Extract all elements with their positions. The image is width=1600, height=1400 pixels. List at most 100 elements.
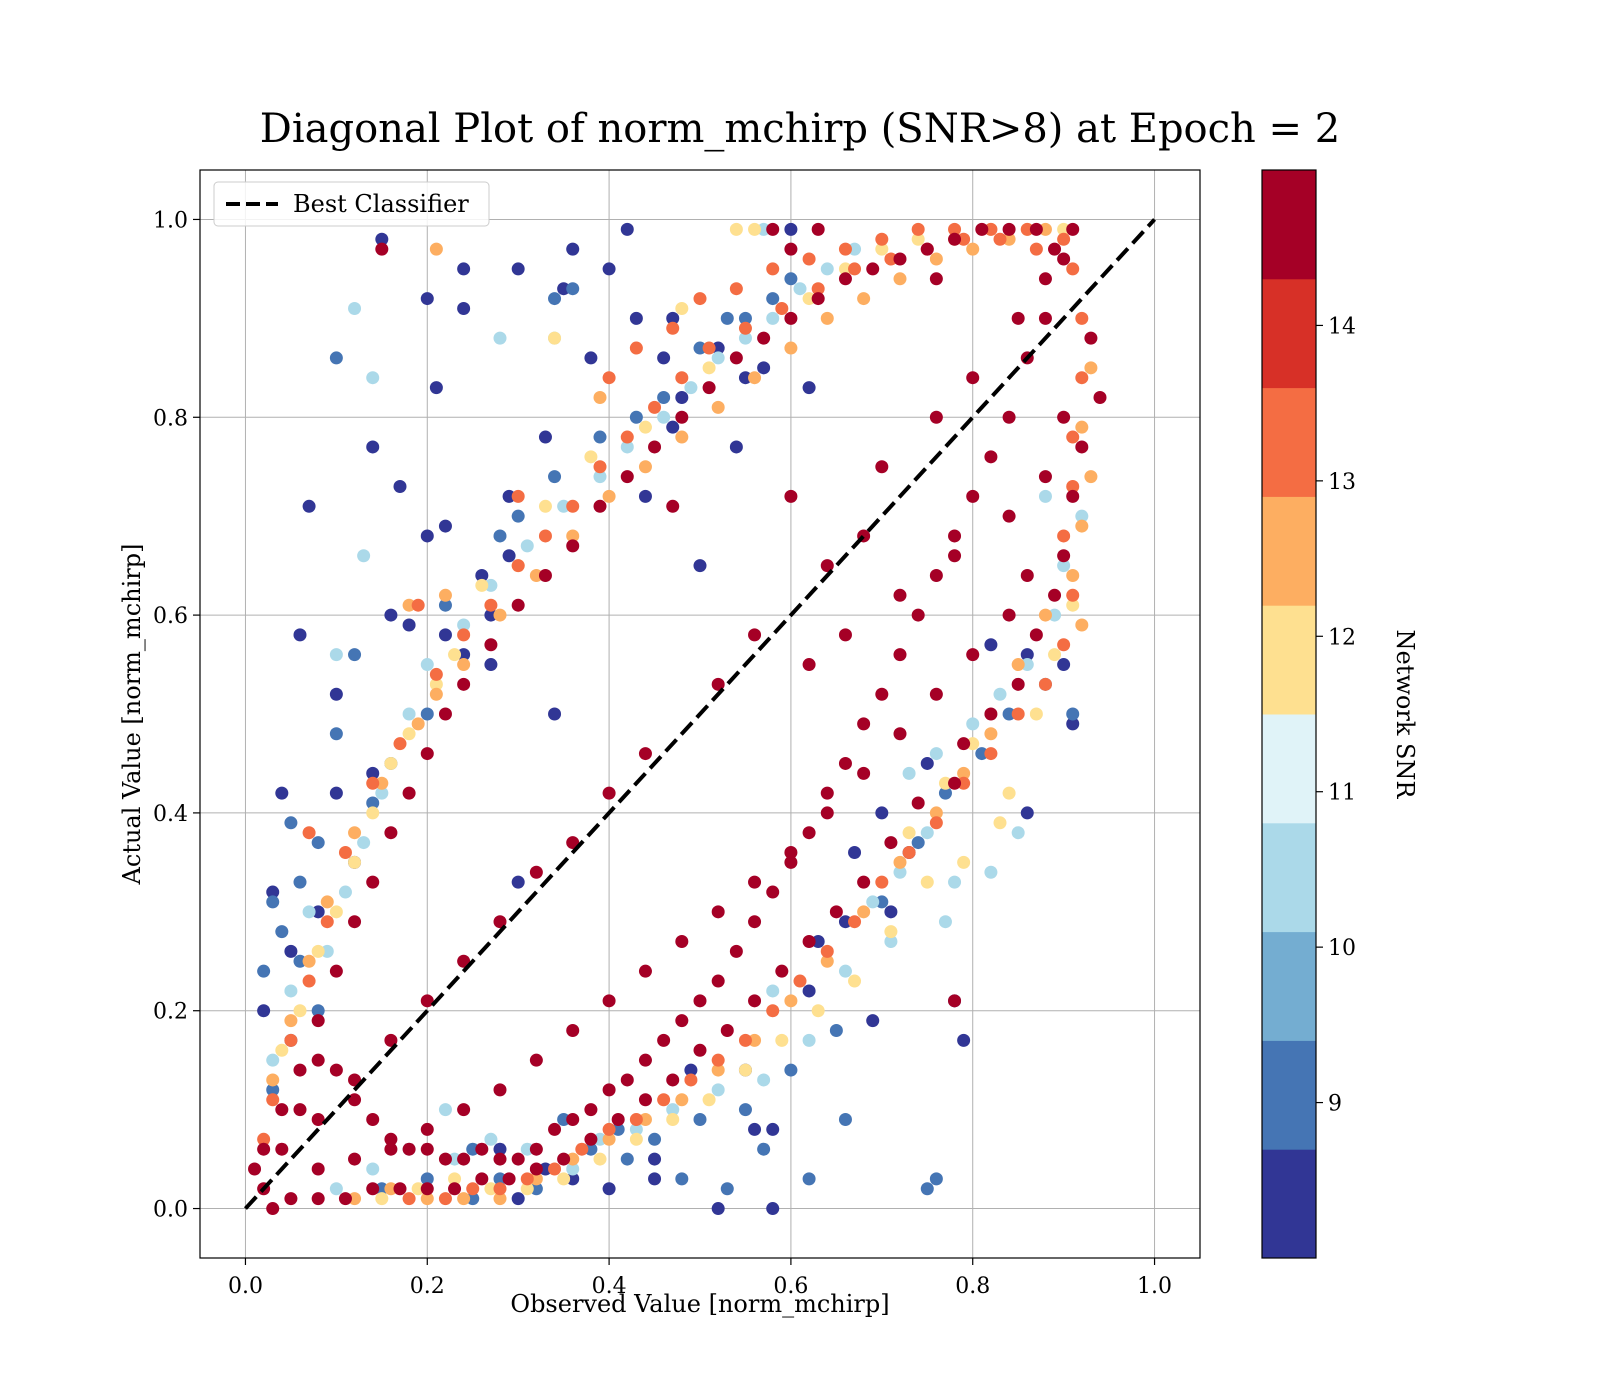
scatter-point bbox=[693, 559, 707, 573]
scatter-point bbox=[348, 855, 362, 869]
scatter-point bbox=[457, 677, 471, 691]
scatter-point bbox=[257, 1004, 271, 1018]
scatter-point bbox=[1020, 648, 1034, 662]
scatter-point bbox=[375, 1192, 389, 1206]
scatter-point bbox=[838, 964, 852, 978]
scatter-point bbox=[711, 1202, 725, 1216]
scatter-point bbox=[329, 648, 343, 662]
scatter-point bbox=[929, 806, 943, 820]
scatter-point bbox=[957, 232, 971, 246]
scatter-point bbox=[475, 1142, 489, 1156]
scatter-point bbox=[838, 242, 852, 256]
scatter-point bbox=[593, 470, 607, 484]
scatter-point bbox=[1029, 242, 1043, 256]
scatter-point bbox=[348, 648, 362, 662]
scatter-point bbox=[429, 381, 443, 395]
scatter-point bbox=[329, 1182, 343, 1196]
scatter-point bbox=[620, 1073, 634, 1087]
scatter-point bbox=[857, 292, 871, 306]
scatter-point bbox=[729, 351, 743, 365]
scatter-point bbox=[593, 460, 607, 474]
scatter-point bbox=[348, 826, 362, 840]
scatter-point bbox=[966, 371, 980, 385]
scatter-point bbox=[584, 1132, 598, 1146]
scatter-point bbox=[493, 608, 507, 622]
scatter-point bbox=[811, 1004, 825, 1018]
scatter-point bbox=[975, 747, 989, 761]
scatter-point bbox=[384, 608, 398, 622]
scatter-point bbox=[648, 1172, 662, 1186]
plot-frame bbox=[199, 169, 1201, 1259]
scatter-point bbox=[1038, 470, 1052, 484]
scatter-point bbox=[920, 756, 934, 770]
scatter-point bbox=[966, 737, 980, 751]
scatter-point bbox=[766, 1202, 780, 1216]
scatter-point bbox=[693, 1113, 707, 1127]
scatter-point bbox=[666, 1073, 680, 1087]
scatter-point bbox=[838, 756, 852, 770]
scatter-point bbox=[529, 569, 543, 583]
scatter-point bbox=[329, 687, 343, 701]
scatter-point bbox=[457, 1192, 471, 1206]
scatter-point bbox=[875, 460, 889, 474]
scatter-point bbox=[584, 1142, 598, 1156]
scatter-point bbox=[493, 1142, 507, 1156]
scatter-point bbox=[1029, 707, 1043, 721]
scatter-point bbox=[366, 875, 380, 889]
scatter-point bbox=[420, 1172, 434, 1186]
colorbar-label: Network SNR bbox=[1391, 630, 1419, 800]
scatter-point bbox=[257, 964, 271, 978]
scatter-point bbox=[711, 974, 725, 988]
scatter-point bbox=[620, 440, 634, 454]
scatter-point bbox=[766, 1122, 780, 1136]
scatter-point bbox=[657, 351, 671, 365]
scatter-point bbox=[948, 232, 962, 246]
scatter-point bbox=[757, 361, 771, 375]
best-classifier-line bbox=[243, 218, 1157, 1210]
scatter-point bbox=[284, 1014, 298, 1028]
scatter-point bbox=[311, 905, 325, 919]
scatter-point bbox=[429, 677, 443, 691]
scatter-point bbox=[648, 1132, 662, 1146]
scatter-point bbox=[1093, 390, 1107, 404]
scatter-point bbox=[702, 361, 716, 375]
scatter-point bbox=[329, 727, 343, 741]
scatter-point bbox=[438, 707, 452, 721]
colorbar-ticks: 9 10 11 12 13 14 bbox=[1316, 314, 1356, 1117]
scatter-point bbox=[948, 549, 962, 563]
scatter-point bbox=[984, 727, 998, 741]
scatter-point bbox=[757, 331, 771, 345]
scatter-point bbox=[502, 549, 516, 563]
scatter-point bbox=[484, 1132, 498, 1146]
scatter-point bbox=[675, 410, 689, 424]
scatter-point bbox=[484, 638, 498, 652]
colorbar-segment bbox=[1262, 822, 1316, 933]
scatter-point bbox=[329, 1063, 343, 1077]
scatter-point bbox=[929, 1172, 943, 1186]
scatter-point bbox=[902, 845, 916, 859]
scatter-point bbox=[366, 1182, 380, 1196]
scatter-point bbox=[1066, 707, 1080, 721]
scatter-point bbox=[593, 430, 607, 444]
scatter-point bbox=[729, 282, 743, 296]
scatter-point bbox=[457, 1152, 471, 1166]
scatter-point bbox=[866, 895, 880, 909]
scatter-point bbox=[929, 687, 943, 701]
scatter-point bbox=[1066, 569, 1080, 583]
scatter-point bbox=[829, 1024, 843, 1038]
scatter-point bbox=[738, 1033, 752, 1047]
scatter-point bbox=[529, 1053, 543, 1067]
scatter-point bbox=[420, 1142, 434, 1156]
scatter-point bbox=[566, 1172, 580, 1186]
scatter-point bbox=[384, 1142, 398, 1156]
scatter-point bbox=[1020, 806, 1034, 820]
scatter-point bbox=[538, 499, 552, 513]
scatter-point bbox=[984, 747, 998, 761]
scatter-point bbox=[411, 598, 425, 612]
scatter-point bbox=[420, 1122, 434, 1136]
scatter-point bbox=[920, 1182, 934, 1196]
scatter-point bbox=[348, 1073, 362, 1087]
scatter-point bbox=[784, 311, 798, 325]
scatter-point bbox=[948, 875, 962, 889]
